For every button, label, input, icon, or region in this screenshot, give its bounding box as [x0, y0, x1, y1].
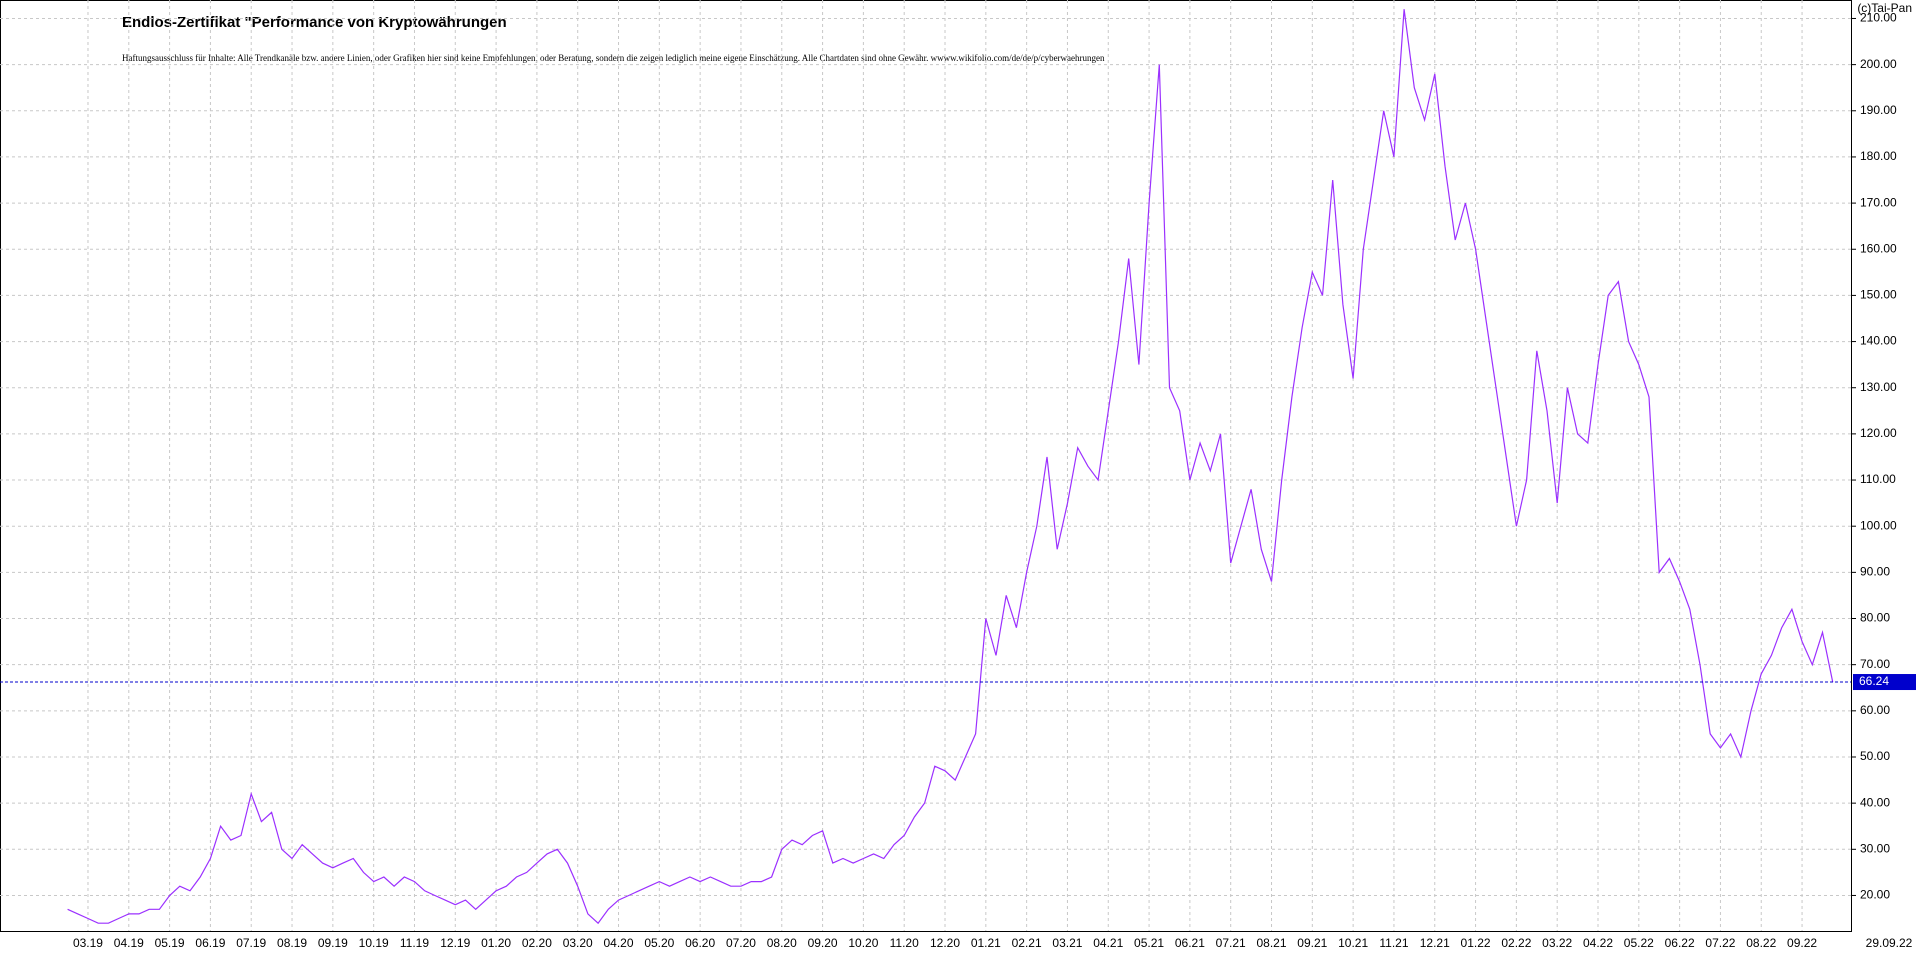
- x-tick-label: 08.19: [277, 936, 307, 950]
- x-tick-label: 08.21: [1256, 936, 1286, 950]
- x-tick-label: 05.22: [1624, 936, 1654, 950]
- x-tick-label: 08.22: [1746, 936, 1776, 950]
- current-value-label: 66.24: [1859, 674, 1889, 688]
- x-tick-label: 04.21: [1093, 936, 1123, 950]
- copyright: (c)Tai-Pan: [1857, 1, 1912, 15]
- x-tick-label: 07.22: [1705, 936, 1735, 950]
- x-tick-label: 01.22: [1461, 936, 1491, 950]
- x-tick-label: 06.21: [1175, 936, 1205, 950]
- y-tick-label: 40.00: [1860, 795, 1890, 809]
- x-tick-label: 06.19: [195, 936, 225, 950]
- x-tick-label: 07.19: [236, 936, 266, 950]
- chart-title: Endlos-Zertifikat "Performance von Krypt…: [122, 14, 507, 31]
- y-tick-label: 30.00: [1860, 841, 1890, 855]
- x-tick-label: 02.20: [522, 936, 552, 950]
- x-tick-label: 03.19: [73, 936, 103, 950]
- x-tick-label: 05.21: [1134, 936, 1164, 950]
- price-line: [67, 9, 1834, 925]
- y-tick-label: 170.00: [1860, 195, 1897, 209]
- x-tick-label: 05.20: [644, 936, 674, 950]
- x-tick-label: 12.19: [440, 936, 470, 950]
- x-tick-label: 04.22: [1583, 936, 1613, 950]
- x-tick-label: 03.20: [563, 936, 593, 950]
- x-tick-label: 04.19: [114, 936, 144, 950]
- y-tick-label: 180.00: [1860, 149, 1897, 163]
- x-tick-label: 03.22: [1542, 936, 1572, 950]
- x-tick-label: 12.21: [1420, 936, 1450, 950]
- x-tick-label: 07.20: [726, 936, 756, 950]
- x-tick-label: 11.19: [400, 936, 429, 950]
- y-tick-label: 90.00: [1860, 565, 1890, 579]
- y-tick-label: 200.00: [1860, 57, 1897, 71]
- x-tick-label: 10.20: [848, 936, 878, 950]
- x-tick-label: 11.20: [890, 936, 919, 950]
- y-tick-label: 60.00: [1860, 703, 1890, 717]
- y-tick-label: 210.00: [1860, 11, 1897, 25]
- x-tick-label: 02.22: [1501, 936, 1531, 950]
- x-tick-label: 08.20: [767, 936, 797, 950]
- x-tick-label: 03.21: [1052, 936, 1082, 950]
- y-tick-label: 150.00: [1860, 288, 1897, 302]
- x-tick-label: 02.21: [1012, 936, 1042, 950]
- y-tick-label: 140.00: [1860, 334, 1897, 348]
- x-tick-label: 09.22: [1787, 936, 1817, 950]
- x-tick-label: 09.20: [808, 936, 838, 950]
- x-tick-label: 01.21: [971, 936, 1001, 950]
- current-value-box: [1853, 674, 1916, 691]
- x-tick-label: 09.21: [1297, 936, 1327, 950]
- y-tick-label: 160.00: [1860, 241, 1897, 255]
- y-tick-label: 20.00: [1860, 888, 1890, 902]
- x-tick-label: 05.19: [155, 936, 185, 950]
- x-tick-label: 01.20: [481, 936, 511, 950]
- y-tick-label: 130.00: [1860, 380, 1897, 394]
- x-tick-label: 10.21: [1338, 936, 1368, 950]
- y-tick-label: 190.00: [1860, 103, 1897, 117]
- y-tick-label: 80.00: [1860, 611, 1890, 625]
- plot-frame: [0, 0, 1852, 932]
- subtitle: Haftungsausschluss für Inhalte: Alle Tre…: [122, 53, 1105, 63]
- y-tick-label: 50.00: [1860, 749, 1890, 763]
- x-tick-label: 06.20: [685, 936, 715, 950]
- y-tick-label: 100.00: [1860, 518, 1897, 532]
- x-tick-label: 07.21: [1216, 936, 1246, 950]
- x-tick-label: 29.09.22: [1866, 936, 1913, 950]
- y-tick-label: 110.00: [1860, 472, 1896, 486]
- y-tick-label: 70.00: [1860, 657, 1890, 671]
- x-tick-label: 10.19: [359, 936, 389, 950]
- x-tick-label: 04.20: [604, 936, 634, 950]
- x-tick-label: 09.19: [318, 936, 348, 950]
- y-tick-label: 120.00: [1860, 426, 1897, 440]
- x-tick-label: 11.21: [1379, 936, 1408, 950]
- x-tick-label: 12.20: [930, 936, 960, 950]
- x-tick-label: 06.22: [1665, 936, 1695, 950]
